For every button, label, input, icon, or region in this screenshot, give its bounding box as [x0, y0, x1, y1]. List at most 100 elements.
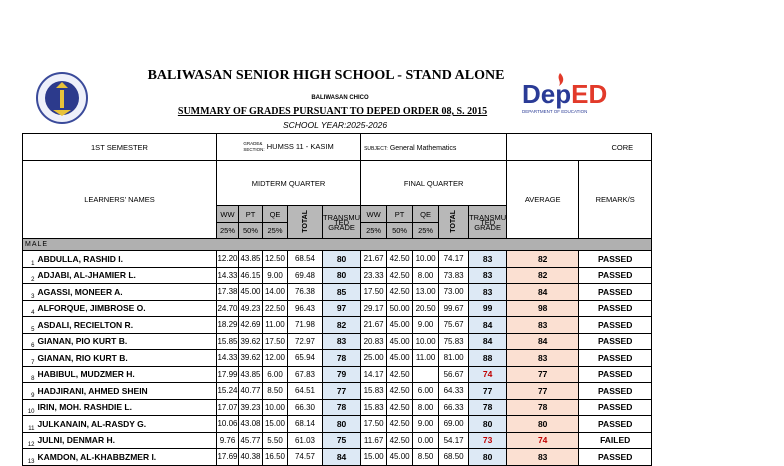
subject-value: General Mathematics [389, 144, 457, 152]
final-ww: 23.33 [360, 266, 388, 284]
midterm-total: 69.48 [287, 266, 323, 284]
remark: FAILED [578, 431, 653, 449]
school-year: SCHOOL YEAR:2025-2026 [282, 120, 388, 130]
midterm-total: 71.98 [287, 316, 323, 334]
row-number: 8 [22, 365, 36, 383]
student-row: 5 ASDALI, RECIELTON R. 18.29 42.69 11.00 71.9… [22, 316, 653, 334]
fin-pt-pct: 50% [386, 222, 414, 239]
final-ww: 17.50 [360, 415, 388, 433]
remark: PASSED [578, 299, 653, 317]
midterm-total: 61.03 [287, 431, 323, 449]
midterm-header: MIDTERM QUARTER [215, 160, 362, 206]
midterm-transmuted-grade: 78 [321, 349, 362, 367]
remark: PASSED [578, 332, 653, 350]
midterm-qe: 9.00 [262, 266, 288, 284]
svg-text:DEPARTMENT OF EDUCATION: DEPARTMENT OF EDUCATION [522, 109, 587, 114]
midterm-ww: 17.99 [216, 365, 239, 383]
midterm-qe: 15.00 [262, 415, 288, 433]
midterm-total: 68.14 [287, 415, 323, 433]
midterm-transmuted-grade: 78 [321, 398, 362, 416]
final-ww: 15.83 [360, 398, 388, 416]
subject-label: SUBJECT: [364, 145, 388, 152]
final-pt: 42.50 [386, 398, 414, 416]
midterm-transmuted-grade: 79 [321, 365, 362, 383]
learner-name: ASDALI, RECIELTON R. [35, 316, 217, 334]
final-total: 99.67 [438, 299, 470, 317]
midterm-transmuted-grade: 80 [321, 266, 362, 284]
midterm-transmuted-grade: 83 [321, 332, 362, 350]
grade-label: GRADE& [243, 141, 263, 146]
final-total: 75.83 [438, 332, 470, 350]
final-pt: 45.00 [386, 349, 414, 367]
average-header: AVERAGE [506, 160, 580, 239]
final-total: 56.67 [438, 365, 470, 383]
midterm-total: 96.43 [287, 299, 323, 317]
learner-name: AGASSI, MONEER A. [35, 283, 217, 301]
midterm-qe: 6.00 [262, 365, 288, 383]
track-cell: CORE [506, 133, 653, 161]
midterm-ww: 9.76 [216, 431, 239, 449]
midterm-ww: 15.24 [216, 382, 239, 400]
final-transmuted-grade: 84 [468, 316, 508, 334]
final-transmuted-grade: 84 [468, 332, 508, 350]
student-row: 8 HABIBUL, MUDZMER H. 17.99 43.85 6.00 67.83 7… [22, 365, 653, 383]
final-qe: 9.00 [412, 316, 440, 334]
mid-pt-header: PT [238, 205, 263, 223]
midterm-ww: 14.33 [216, 349, 239, 367]
midterm-total: 72.97 [287, 332, 323, 350]
final-total: 75.67 [438, 316, 470, 334]
midterm-qe: 12.50 [262, 250, 288, 268]
average-grade: 78 [506, 398, 580, 416]
learner-name: JULKANAIN, AL-RASDY G. [35, 415, 217, 433]
row-number: 7 [22, 349, 36, 367]
average-grade: 80 [506, 415, 580, 433]
average-grade: 83 [506, 316, 580, 334]
midterm-transmuted-grade: 75 [321, 431, 362, 449]
student-row: 13 KAMDON, AL-KHABBZMER I. 17.69 40.38 16.50… [22, 448, 653, 466]
midterm-transmuted-grade: 82 [321, 316, 362, 334]
midterm-ww: 18.29 [216, 316, 239, 334]
midterm-total: 65.94 [287, 349, 323, 367]
school-name: BALIWASAN SENIOR HIGH SCHOOL - STAND ALO… [147, 68, 505, 83]
final-ww: 15.83 [360, 382, 388, 400]
final-transmuted-grade: 83 [468, 283, 508, 301]
average-grade: 84 [506, 283, 580, 301]
final-ww: 20.83 [360, 332, 388, 350]
final-total: 54.17 [438, 431, 470, 449]
final-transmuted-grade: 74 [468, 365, 508, 383]
average-grade: 83 [506, 349, 580, 367]
remark: PASSED [578, 316, 653, 334]
learner-name: HABIBUL, MUDZMER H. [35, 365, 217, 383]
subject-cell: SUBJECT: General Mathematics [360, 133, 508, 161]
fin-ww-pct: 25% [360, 222, 388, 239]
row-number: 9 [22, 382, 36, 400]
midterm-pt: 46.15 [238, 266, 263, 284]
final-transmuted-grade: 73 [468, 431, 508, 449]
midterm-total: 66.30 [287, 398, 323, 416]
learner-name: GIANAN, RIO KURT B. [35, 349, 217, 367]
row-number: 13 [22, 448, 36, 466]
summary-title: SUMMARY OF GRADES PURSUANT TO DEPED ORDE… [177, 106, 488, 117]
learners-names-header: LEARNERS' NAMES [22, 160, 217, 239]
learner-name: ADJABI, AL-JHAMIER L. [35, 266, 217, 284]
midterm-ww: 17.07 [216, 398, 239, 416]
midterm-qe: 8.50 [262, 382, 288, 400]
learner-name: GIANAN, PIO KURT B. [35, 332, 217, 350]
school-address: BALIWASAN CHICO [311, 95, 369, 101]
student-row: 3 AGASSI, MONEER A. 17.38 45.00 14.00 76.38 85… [22, 283, 653, 301]
learner-name: ABDULLA, RASHID I. [35, 250, 217, 268]
remark: PASSED [578, 448, 653, 466]
midterm-pt: 40.77 [238, 382, 263, 400]
remark: PASSED [578, 382, 653, 400]
final-qe: 20.50 [412, 299, 440, 317]
midterm-pt: 40.38 [238, 448, 263, 466]
remark: PASSED [578, 398, 653, 416]
remark: PASSED [578, 349, 653, 367]
student-row: 6 GIANAN, PIO KURT B. 15.85 39.62 17.50 72.97… [22, 332, 653, 350]
midterm-total: 64.51 [287, 382, 323, 400]
grade-section-value: HUMSS 11 - KASIM [266, 141, 334, 151]
final-pt: 45.00 [386, 448, 414, 466]
final-pt: 42.50 [386, 431, 414, 449]
midterm-transmuted-grade: 80 [321, 415, 362, 433]
student-row: 1 ABDULLA, RASHID I. 12.20 43.85 12.50 68.54 8… [22, 250, 653, 268]
